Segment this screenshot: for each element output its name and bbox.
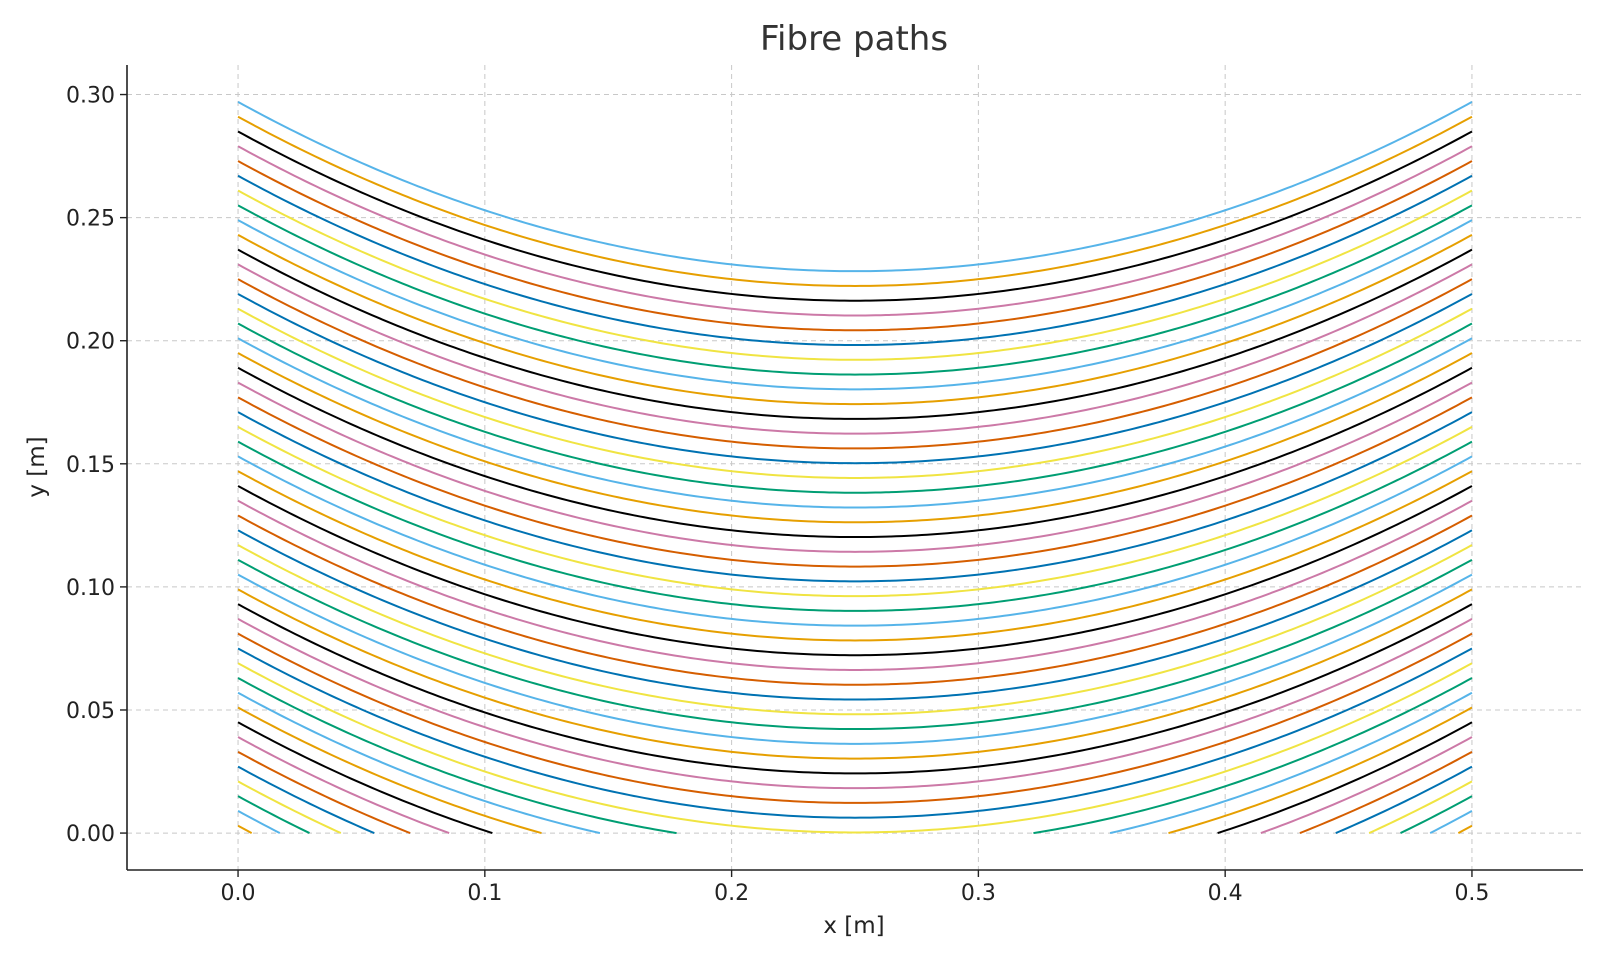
fibre-path-4 xyxy=(237,780,342,834)
fibre-path-19 xyxy=(237,558,1473,731)
fibre-path-33 xyxy=(237,352,1473,524)
y-axis-label: y [m] xyxy=(24,436,50,497)
fibre-path-23 xyxy=(237,499,1473,671)
fibre-path-7 xyxy=(237,736,450,835)
fibre-path-8 xyxy=(1217,721,1473,835)
fibre-path-47 xyxy=(237,145,1473,317)
fibre-path-16 xyxy=(237,603,1473,775)
fibre-path-35 xyxy=(237,322,1473,494)
fibre-path-48 xyxy=(237,130,1473,302)
fibre-path-45 xyxy=(237,174,1473,347)
x-tick-label: 0.4 xyxy=(1208,881,1243,906)
fibre-path-38 xyxy=(237,278,1473,450)
fibre-path-3 xyxy=(1400,795,1473,834)
fibre-path-15 xyxy=(237,618,1473,790)
fibre-path-40 xyxy=(237,248,1473,420)
fibre-path-11 xyxy=(237,677,677,835)
fibre-path-46 xyxy=(237,160,1473,332)
grid xyxy=(127,65,1583,870)
fibre-path-34 xyxy=(237,337,1473,509)
x-tick-label: 0.5 xyxy=(1454,881,1489,906)
fibre-path-42 xyxy=(237,219,1473,391)
x-tick-label: 0.2 xyxy=(714,881,749,906)
fibre-path-6 xyxy=(237,750,411,834)
fibre-path-8 xyxy=(237,721,493,835)
fibre-path-31 xyxy=(237,381,1473,553)
y-ticks: 0.00 0.05 0.10 0.15 0.20 0.25 0.30 xyxy=(66,84,127,847)
fibre-path-26 xyxy=(237,455,1473,627)
axes xyxy=(126,65,1583,871)
fibre-path-25 xyxy=(237,470,1473,642)
fibre-path-5 xyxy=(237,765,375,834)
fibre-path-4 xyxy=(1368,780,1473,834)
x-axis-label: x [m] xyxy=(823,913,884,939)
fibre-path-28 xyxy=(237,426,1473,598)
fibre-path-37 xyxy=(237,293,1473,465)
fibre-path-10 xyxy=(1109,691,1473,835)
fibre-path-21 xyxy=(237,529,1473,701)
fibre-path-39 xyxy=(237,263,1473,435)
x-tick-label: 0.3 xyxy=(961,881,996,906)
fibre-path-3 xyxy=(237,795,310,834)
fibre-path-41 xyxy=(237,233,1473,406)
fibre-path-29 xyxy=(237,411,1473,583)
fibre-path-5 xyxy=(1335,765,1473,834)
fibre-path-36 xyxy=(237,307,1473,479)
y-tick-label: 0.25 xyxy=(66,207,115,232)
fibre-path-27 xyxy=(237,440,1473,612)
fibre-path-30 xyxy=(237,396,1473,568)
fibre-path-1 xyxy=(1457,824,1473,834)
fibre-path-20 xyxy=(237,544,1473,716)
fibre-path-9 xyxy=(237,706,542,835)
fibre-curves xyxy=(237,101,1473,835)
y-tick-label: 0.05 xyxy=(66,699,115,724)
fibre-path-13 xyxy=(237,647,1473,819)
fibre-path-18 xyxy=(237,573,1473,745)
fibre-path-49 xyxy=(237,115,1473,287)
y-tick-label: 0.15 xyxy=(66,453,115,478)
fibre-path-50 xyxy=(237,101,1473,273)
fibre-path-10 xyxy=(237,691,601,835)
fibre-path-2 xyxy=(1429,810,1473,834)
x-tick-label: 0.1 xyxy=(467,881,502,906)
x-tick-label: 0.0 xyxy=(221,881,256,906)
fibre-path-1 xyxy=(237,824,253,834)
fibre-path-22 xyxy=(237,514,1473,686)
x-ticks: 0.0 0.1 0.2 0.3 0.4 0.5 xyxy=(221,870,1489,906)
y-tick-label: 0.20 xyxy=(66,330,115,355)
fibre-path-17 xyxy=(237,588,1473,760)
fibre-path-9 xyxy=(1168,706,1473,835)
y-tick-label: 0.00 xyxy=(66,822,115,847)
y-tick-label: 0.10 xyxy=(66,576,115,601)
chart-title: Fibre paths xyxy=(760,19,948,59)
fibre-path-14 xyxy=(237,632,1473,804)
fibre-path-32 xyxy=(237,366,1473,539)
fibre-path-12 xyxy=(237,662,1473,834)
fibre-path-11 xyxy=(1033,677,1473,835)
fibre-path-24 xyxy=(237,485,1473,657)
y-tick-label: 0.30 xyxy=(66,84,115,109)
fibre-path-2 xyxy=(237,810,281,834)
fibre-path-43 xyxy=(237,204,1473,376)
fibre-path-7 xyxy=(1260,736,1473,835)
fibre-path-44 xyxy=(237,189,1473,361)
fibre-path-6 xyxy=(1299,750,1473,834)
